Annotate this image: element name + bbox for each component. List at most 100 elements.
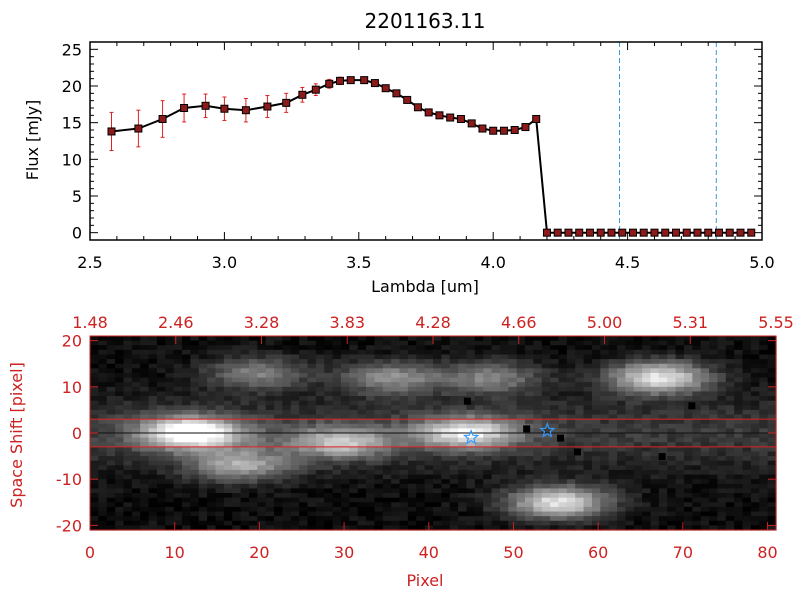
image-cell: [458, 442, 468, 448]
image-cell: [257, 525, 267, 531]
image-cell: [683, 377, 693, 383]
image-cell: [232, 354, 242, 360]
image-cell: [717, 428, 727, 434]
image-cell: [541, 525, 551, 531]
image-cell: [148, 479, 158, 485]
image-cell: [299, 391, 309, 397]
image-cell: [566, 391, 576, 397]
image-cell: [483, 483, 493, 490]
image-cell: [533, 377, 543, 383]
image-cell: [575, 465, 585, 471]
image-cell: [667, 386, 677, 393]
image-cell: [190, 488, 200, 494]
image-cell: [583, 396, 593, 402]
image-cell: [575, 354, 585, 360]
image-cell: [683, 349, 693, 356]
image-cell: [433, 409, 442, 416]
image-cell: [215, 363, 225, 369]
image-cell: [248, 460, 258, 466]
image-cell: [340, 423, 350, 429]
image-cell: [600, 483, 610, 490]
image-cell: [240, 359, 250, 365]
image-cell: [173, 446, 183, 453]
image-cell: [307, 493, 317, 499]
image-cell: [357, 483, 367, 490]
image-cell: [709, 456, 719, 462]
image-cell: [474, 460, 484, 466]
image-cell: [750, 497, 760, 503]
data-point: [564, 228, 573, 237]
image-cell: [667, 363, 677, 369]
image-cell: [491, 497, 501, 503]
image-cell: [148, 497, 158, 503]
image-cell: [717, 363, 727, 369]
image-cell: [106, 340, 116, 346]
image-cell: [357, 460, 367, 466]
image-cell: [173, 354, 183, 360]
image-cell: [633, 363, 643, 369]
image-cell: [416, 493, 426, 499]
image-cell: [215, 502, 225, 508]
image-cell: [742, 382, 752, 388]
image-cell: [223, 437, 233, 443]
image-cell: [391, 336, 401, 342]
image-cell: [391, 460, 401, 466]
image-cell: [232, 525, 242, 531]
image-cell: [667, 377, 677, 383]
image-cell: [725, 409, 735, 416]
image-cell: [90, 446, 99, 453]
image-cell: [148, 506, 158, 513]
image-cell: [474, 372, 484, 379]
image-cell: [767, 400, 777, 406]
image-cell: [240, 506, 250, 513]
image-cell: [148, 419, 158, 425]
image-cell: [633, 469, 643, 476]
image-cell: [173, 465, 183, 471]
image-cell: [667, 520, 677, 526]
image-cell: [299, 354, 309, 360]
image-cell: [499, 437, 509, 443]
image-cell: [742, 419, 752, 425]
image-cell: [399, 428, 409, 434]
image-cell: [123, 354, 133, 360]
image-cell: [458, 525, 468, 531]
image-cell: [525, 382, 534, 388]
image-cell: [391, 511, 401, 517]
image-cell: [575, 483, 585, 490]
image-cell: [248, 372, 258, 379]
image-cell: [382, 493, 392, 499]
image-cell: [156, 345, 166, 351]
image-cell: [240, 433, 250, 439]
image-cell: [491, 511, 501, 517]
image-cell: [307, 382, 317, 388]
image-cell: [483, 520, 493, 526]
image-cell: [198, 442, 208, 448]
image-cell: [600, 419, 610, 425]
image-cell: [324, 446, 334, 453]
image-cell: [717, 414, 727, 420]
image-cell: [600, 469, 610, 476]
image-cell: [106, 368, 116, 374]
image-cell: [683, 386, 693, 393]
image-cell: [382, 382, 392, 388]
image-cell: [566, 428, 576, 434]
image-cell: [441, 336, 451, 342]
image-cell: [767, 409, 777, 416]
image-cell: [391, 363, 401, 369]
image-cell: [433, 345, 442, 351]
image-cell: [248, 502, 258, 508]
data-point: [220, 104, 229, 113]
image-cell: [759, 502, 769, 508]
image-cell: [190, 433, 200, 439]
image-cell: [458, 493, 468, 499]
image-cell: [140, 479, 150, 485]
image-cell: [700, 488, 710, 494]
image-cell: [683, 354, 693, 360]
image-cell: [550, 423, 560, 429]
image-cell: [650, 391, 660, 397]
image-cell: [683, 437, 693, 443]
image-cell: [441, 409, 451, 416]
image-cell: [466, 419, 476, 425]
image-cell: [399, 497, 409, 503]
image-cell: [399, 446, 409, 453]
